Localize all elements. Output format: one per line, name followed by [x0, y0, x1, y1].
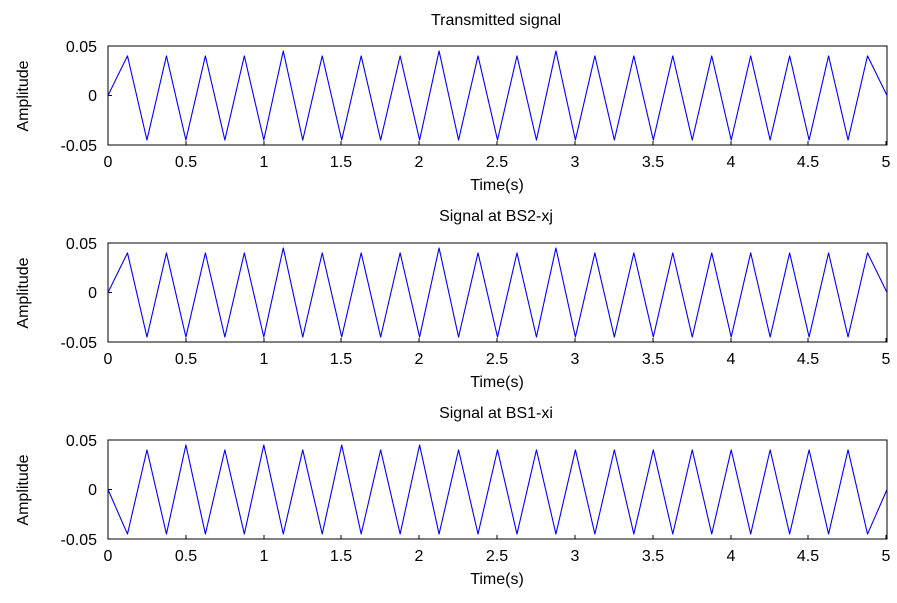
- y-tick-label: 0.05: [66, 433, 97, 450]
- x-tick-label: 3.5: [642, 154, 664, 171]
- x-tick-label: 0.5: [175, 351, 197, 368]
- x-tick-label: 1: [260, 548, 269, 565]
- x-tick-labels: 0 0.5 1 1.5 2 2.5 3 3.5 4 4.5 5: [104, 548, 891, 565]
- x-tick-label: 2: [415, 351, 424, 368]
- x-tick-label: 5: [882, 351, 891, 368]
- subplot-title: Signal at BS1-xi: [439, 405, 553, 422]
- x-tick-label: 1.5: [330, 351, 352, 368]
- x-tick-labels: 0 0.5 1 1.5 2 2.5 3 3.5 4 4.5 5: [104, 351, 891, 368]
- subplot-signal-bs1: Signal at BS1-xi 0.05 0 -0.05 0 0.5 1 1.…: [15, 405, 891, 588]
- x-tick-label: 1.5: [330, 548, 352, 565]
- y-tick-label: 0: [88, 88, 97, 105]
- x-tick-label: 1: [260, 154, 269, 171]
- x-tick-label: 0.5: [175, 154, 197, 171]
- y-tick-label: -0.05: [61, 335, 98, 352]
- x-tick-label: 0: [104, 351, 113, 368]
- x-tick-label: 2.5: [486, 548, 508, 565]
- y-tick-label: -0.05: [61, 138, 98, 155]
- x-tick-label: 2.5: [486, 351, 508, 368]
- x-axis-label: Time(s): [470, 571, 524, 588]
- x-tick-label: 0: [104, 548, 113, 565]
- x-tick-label: 4.5: [797, 154, 819, 171]
- y-tick-label: 0.05: [66, 39, 97, 56]
- plot-area: [108, 243, 887, 342]
- x-tick-labels: 0 0.5 1 1.5 2 2.5 3 3.5 4 4.5 5: [104, 154, 891, 171]
- y-tick-label: 0: [88, 285, 97, 302]
- x-tick-label: 3.5: [642, 351, 664, 368]
- y-tick-label: 0.05: [66, 236, 97, 253]
- plot-area: [108, 440, 887, 539]
- x-tick-label: 4.5: [797, 351, 819, 368]
- y-tick-labels: 0.05 0 -0.05: [61, 236, 98, 352]
- x-axis-label: Time(s): [470, 374, 524, 391]
- x-tick-label: 2: [415, 154, 424, 171]
- x-tick-label: 2: [415, 548, 424, 565]
- x-tick-label: 1.5: [330, 154, 352, 171]
- y-axis-label: Amplitude: [15, 257, 32, 328]
- x-tick-label: 0.5: [175, 548, 197, 565]
- subplot-signal-bs2: Signal at BS2-xj 0.05 0 -0.05 0 0.5 1 1.…: [15, 208, 891, 391]
- x-tick-label: 5: [882, 154, 891, 171]
- y-axis-label: Amplitude: [15, 60, 32, 131]
- y-axis-label: Amplitude: [15, 454, 32, 525]
- plot-area: [108, 46, 887, 145]
- x-tick-label: 4: [727, 351, 736, 368]
- subplot-transmitted-signal: Transmitted signal 0.05 0 -0.05 0 0.5 1 …: [15, 12, 891, 194]
- subplot-title: Signal at BS2-xj: [439, 208, 553, 225]
- x-tick-label: 5: [882, 548, 891, 565]
- y-tick-labels: 0.05 0 -0.05: [61, 39, 98, 155]
- x-tick-label: 3: [571, 548, 580, 565]
- x-tick-label: 4: [727, 548, 736, 565]
- y-tick-label: -0.05: [61, 532, 98, 549]
- x-tick-label: 4.5: [797, 548, 819, 565]
- x-axis-label: Time(s): [470, 177, 524, 194]
- x-tick-label: 2.5: [486, 154, 508, 171]
- x-tick-label: 0: [104, 154, 113, 171]
- subplot-title: Transmitted signal: [431, 12, 561, 29]
- x-tick-label: 3: [571, 154, 580, 171]
- x-tick-label: 1: [260, 351, 269, 368]
- y-tick-label: 0: [88, 482, 97, 499]
- x-tick-label: 4: [727, 154, 736, 171]
- x-tick-label: 3.5: [642, 548, 664, 565]
- y-tick-labels: 0.05 0 -0.05: [61, 433, 98, 549]
- x-tick-label: 3: [571, 351, 580, 368]
